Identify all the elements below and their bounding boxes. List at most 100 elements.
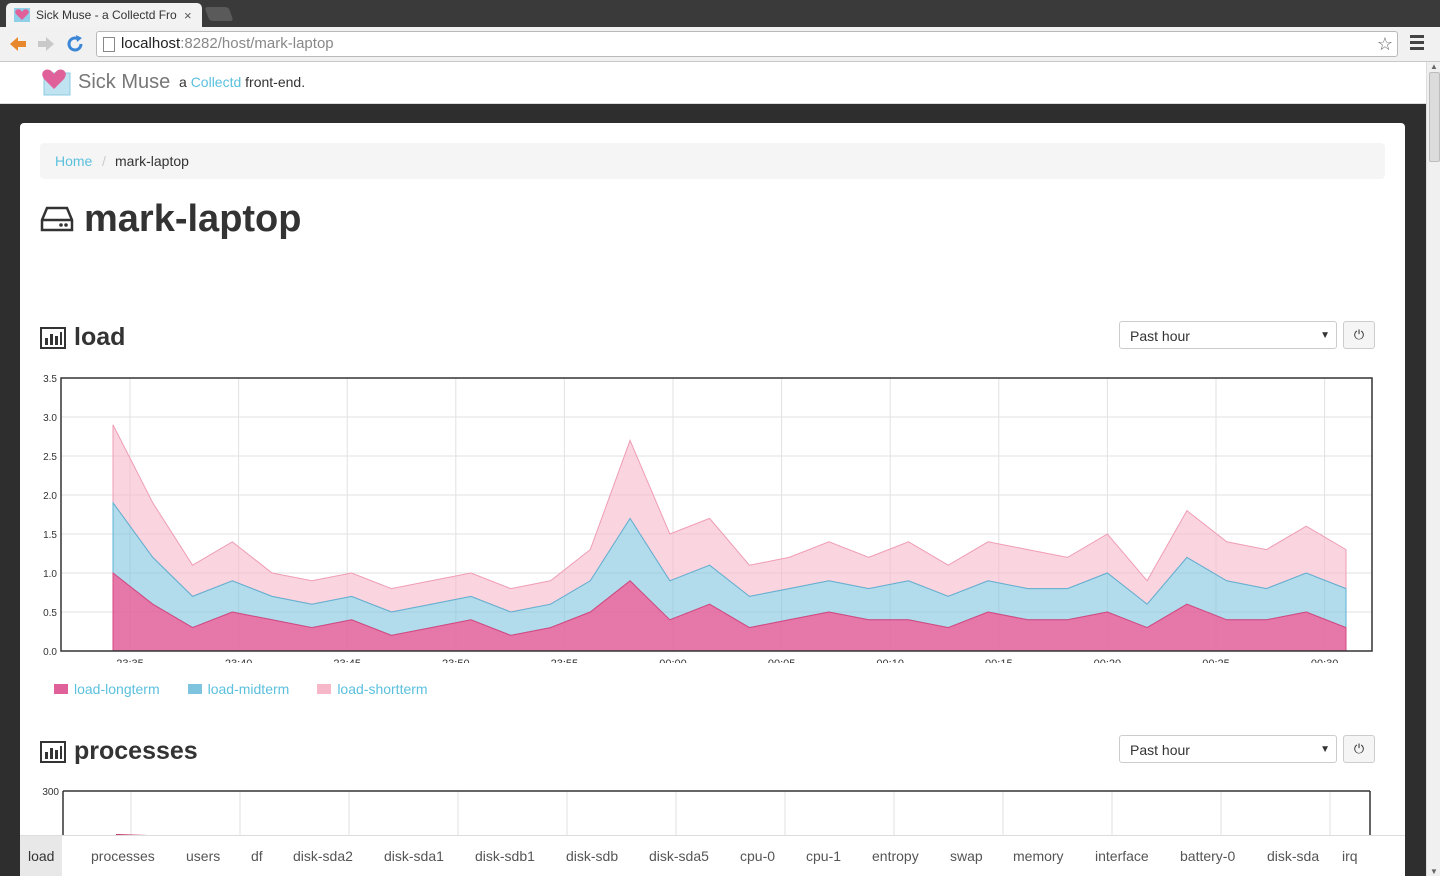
page-title: mark-laptop [40,195,301,243]
bar-chart-icon [40,740,66,763]
y-tick-label: 0.0 [43,647,57,658]
legend-swatch-longterm [54,684,68,694]
browser-menu-icon[interactable] [1410,35,1424,53]
breadcrumb: Home / mark-laptop [40,143,1385,179]
site-navbar: Sick Muse a Collectd front-end. [0,62,1426,104]
heart-favicon-icon [14,8,30,22]
url-host: localhost [121,35,181,52]
load-legend: load-longterm load-midterm load-shortter… [54,681,456,697]
content-card: Home / mark-laptop mark-laptop load Past… [20,123,1405,876]
section-nav-swap[interactable]: swap [950,848,983,864]
section-nav-df[interactable]: df [251,848,263,864]
url-path: :8282/host/mark-laptop [180,35,334,52]
forward-arrow-icon[interactable] [35,33,57,55]
x-tick-label: 00:30 [1311,658,1339,663]
section-nav-users[interactable]: users [186,848,221,864]
load-range-value: Past hour [1130,328,1190,344]
bar-chart-icon [40,326,66,349]
tab-close-icon[interactable]: × [184,7,192,23]
processes-range-select[interactable]: Past hour ▼ [1119,735,1337,763]
processes-title: processes [74,737,198,765]
tab-title: Sick Muse - a Collectd Fro [36,8,177,22]
section-nav-disk-sdb1[interactable]: disk-sdb1 [475,848,535,864]
x-tick-label: 00:15 [985,658,1013,663]
processes-power-button[interactable]: ⏻ [1343,735,1375,763]
section-nav-disk-sdb[interactable]: disk-sdb [566,848,619,864]
load-range-select[interactable]: Past hour ▼ [1119,321,1337,349]
chevron-down-icon: ▼ [1320,744,1330,755]
section-nav-disk-sda5[interactable]: disk-sda5 [649,848,709,864]
section-nav-irq[interactable]: irq [1342,848,1358,864]
bookmark-star-icon[interactable]: ☆ [1376,34,1393,54]
breadcrumb-current: mark-laptop [115,153,189,169]
x-tick-label: 23:40 [225,658,253,663]
load-section-title: load [40,323,125,352]
load-power-button[interactable]: ⏻ [1343,321,1375,349]
legend-midterm[interactable]: load-midterm [187,681,290,697]
x-tick-label: 00:05 [768,658,796,663]
chevron-down-icon: ▼ [1320,330,1330,341]
x-tick-label: 00:10 [876,658,904,663]
section-nav-cpu-1[interactable]: cpu-1 [806,848,842,864]
address-bar[interactable]: localhost:8282/host/mark-laptop ☆ [96,31,1398,57]
legend-label-shortterm: load-shortterm [337,681,428,697]
page-icon [103,37,115,52]
load-title: load [74,323,126,351]
section-nav-battery-0[interactable]: battery-0 [1180,848,1236,864]
browser-tabstrip: Sick Muse - a Collectd Fro × [0,0,1440,27]
browser-toolbar: localhost:8282/host/mark-laptop ☆ [0,27,1440,62]
processes-section-title: processes [40,737,198,766]
tagline-prefix: a [179,74,187,90]
section-nav-disk-sda[interactable]: disk-sda [1267,848,1320,864]
y-tick-label: 1.5 [43,530,57,541]
reload-icon[interactable] [64,33,86,55]
new-tab-button[interactable] [204,7,234,21]
section-nav-processes[interactable]: processes [91,848,155,864]
breadcrumb-home[interactable]: Home [55,153,93,169]
x-tick-label: 23:35 [116,658,144,663]
section-nav-disk-sda2[interactable]: disk-sda2 [293,848,353,864]
section-nav-entropy[interactable]: entropy [872,848,919,864]
browser-tab[interactable]: Sick Muse - a Collectd Fro × [6,3,202,27]
y-tick-label: 1.0 [43,569,57,580]
legend-label-midterm: load-midterm [207,681,290,697]
section-nav-cpu-0[interactable]: cpu-0 [740,848,776,864]
host-name: mark-laptop [84,197,302,240]
address-url: localhost:8282/host/mark-laptop [121,32,334,56]
x-tick-label: 23:50 [442,658,470,663]
scrollbar-thumb[interactable] [1429,72,1440,162]
section-nav-disk-sda1[interactable]: disk-sda1 [384,848,444,864]
scroll-up-icon[interactable]: ▲ [1430,62,1438,71]
scroll-down-icon[interactable]: ▼ [1430,867,1438,876]
load-chart: 0.0 0.5 1.0 1.5 2.0 2.5 3.0 3.5 23:35 23:40 23:45 2… [43,374,1373,663]
y-tick-label: 2.5 [43,452,57,463]
section-nav-load[interactable]: load [20,836,63,876]
section-nav-memory[interactable]: memory [1013,848,1064,864]
y-tick-label: 2.0 [43,491,57,502]
section-nav-interface[interactable]: interface [1095,848,1149,864]
section-nav: load processes users df disk-sda2 disk-sda1 di… [20,835,1405,876]
x-tick-label: 00:25 [1202,658,1230,663]
page-viewport: Sick Muse a Collectd front-end. Home / m… [0,62,1426,876]
y-tick-label: 3.0 [43,413,57,424]
page-scrollbar[interactable]: ▲ ▼ [1426,62,1440,876]
x-tick-label: 23:45 [333,658,361,663]
x-tick-label: 00:20 [1094,658,1122,663]
x-tick-label: 23:55 [551,658,579,663]
y-tick-label: 300 [42,787,59,798]
legend-swatch-midterm [187,684,202,694]
processes-range-value: Past hour [1130,742,1190,758]
x-tick-label: 00:00 [659,658,687,663]
brand-heart-icon[interactable] [40,67,72,97]
legend-shortterm[interactable]: load-shortterm [317,681,428,697]
hard-drive-icon [40,206,74,232]
collectd-link[interactable]: Collectd [190,74,242,90]
y-tick-label: 0.5 [43,608,57,619]
legend-longterm[interactable]: load-longterm [54,681,160,697]
tagline: a Collectd front-end. [179,74,305,90]
plot-border [60,377,1373,652]
legend-label-longterm: load-longterm [74,681,160,697]
back-arrow-icon[interactable] [7,33,29,55]
brand-name[interactable]: Sick Muse [78,71,171,93]
tagline-suffix: front-end. [245,74,306,90]
